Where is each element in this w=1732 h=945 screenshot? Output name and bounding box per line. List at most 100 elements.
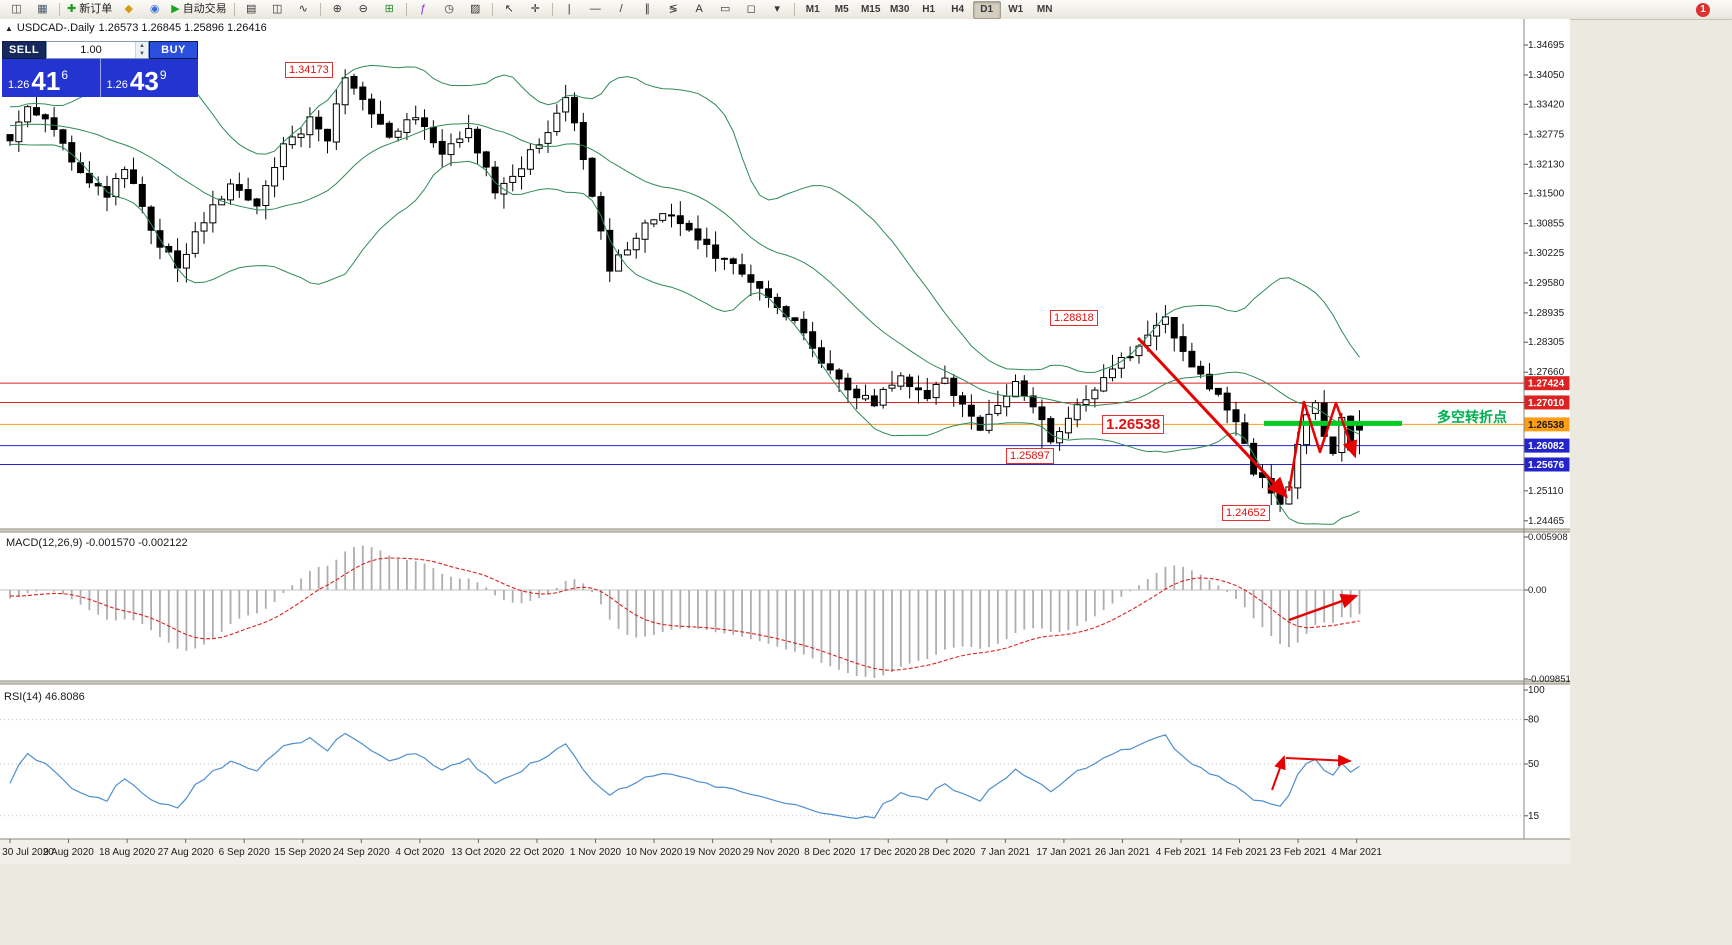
rsi-label: RSI(14) 46.8086 <box>4 691 85 703</box>
svg-text:14 Feb 2021: 14 Feb 2021 <box>1211 847 1268 858</box>
shapes-icon[interactable]: ◻ <box>739 0 764 19</box>
svg-text:24 Sep 2020: 24 Sep 2020 <box>333 847 390 858</box>
fibonacci-icon[interactable]: ≶ <box>661 0 686 19</box>
svg-text:1.26538: 1.26538 <box>1528 420 1565 431</box>
svg-text:1.28305: 1.28305 <box>1528 337 1565 348</box>
svg-text:1.28935: 1.28935 <box>1528 308 1565 319</box>
svg-text:-0.009851: -0.009851 <box>1528 674 1570 685</box>
timeframe-button-m1[interactable]: M1 <box>805 4 820 15</box>
timeframe-button-m15[interactable]: M15 <box>860 4 881 15</box>
timeframe-button-h4[interactable]: H4 <box>951 4 965 15</box>
volume-input[interactable]: 1.00 ▲ ▼ <box>46 41 149 59</box>
cursor-icon[interactable]: ↖ <box>497 0 522 19</box>
vertical-line-icon[interactable]: | <box>557 0 582 19</box>
svg-text:1 Nov 2020: 1 Nov 2020 <box>570 847 622 858</box>
new-order-button[interactable]: ✚ 新订单 <box>64 0 115 19</box>
svg-text:1.29580: 1.29580 <box>1528 278 1565 289</box>
svg-text:4 Feb 2021: 4 Feb 2021 <box>1156 847 1207 858</box>
svg-text:1.24465: 1.24465 <box>1528 516 1565 527</box>
horizontal-line-icon[interactable]: — <box>583 0 608 19</box>
svg-text:1.25676: 1.25676 <box>1528 460 1565 471</box>
svg-text:23 Feb 2021: 23 Feb 2021 <box>1270 847 1327 858</box>
timeframe-button-d1[interactable]: D1 <box>972 0 1001 19</box>
buy-button[interactable]: BUY <box>149 41 198 59</box>
toolbar-separator <box>793 3 795 16</box>
fibonacci-icon: ≶ <box>668 3 678 15</box>
svg-text:1.27424: 1.27424 <box>1528 379 1565 390</box>
vertical-line-icon: | <box>567 3 571 15</box>
periods-icon[interactable]: ◷ <box>437 0 462 19</box>
sell-button[interactable]: SELL <box>2 41 46 59</box>
chart-profiles-icon: ▦ <box>37 3 48 15</box>
svg-text:10 Nov 2020: 10 Nov 2020 <box>626 847 683 858</box>
svg-text:30 Jul 2020: 30 Jul 2020 <box>2 847 54 858</box>
chart-caption: ▲ USDCAD-.Daily 1.26573 1.26845 1.25896 … <box>5 22 267 34</box>
time-axis[interactable] <box>0 839 1570 864</box>
volume-value: 1.00 <box>80 44 102 56</box>
svg-text:80: 80 <box>1528 715 1540 726</box>
zoom-out-icon[interactable]: ⊖ <box>351 0 376 19</box>
buy-price-prefix: 1.26 <box>106 79 128 91</box>
mql5-icon: ◆ <box>124 3 133 15</box>
timeframe-button-w1[interactable]: W1 <box>1008 4 1024 15</box>
main-toolbar: ◫ ▦ ✚ 新订单 ◆ ◉ ▶ 自动交易 ▤ ◫ ∿ ⊕ ⊖ ⊞ ƒ ◷ ▨ ↖ ✛ | — / ∥ ≶ A ▭ ◻ ▾ M1 M5 M15… <box>0 0 1732 20</box>
mql5-icon[interactable]: ◆ <box>116 0 141 19</box>
text-icon[interactable]: A <box>687 0 712 19</box>
trendline-icon: / <box>619 3 623 15</box>
buy-price-display[interactable]: 1.26 43 9 <box>99 59 199 97</box>
chart-window[interactable]: 1.34695 1.34050 1.33420 1.32775 1.32130 1.315… <box>0 19 1570 864</box>
channel-icon[interactable]: ∥ <box>635 0 660 19</box>
trendline-icon[interactable]: / <box>609 0 634 19</box>
zoom-in-icon[interactable]: ⊕ <box>325 0 350 19</box>
chart-caption-symbol: USDCAD-.Daily <box>16 22 95 34</box>
sell-price-display[interactable]: 1.26 41 6 <box>2 59 100 97</box>
new-order-button: ✚ <box>67 3 77 15</box>
zoom-in-icon: ⊕ <box>332 3 342 15</box>
notification-badge[interactable]: 1 <box>1696 2 1710 17</box>
sell-price-big: 41 <box>31 66 61 96</box>
svg-text:8 Dec 2020: 8 Dec 2020 <box>804 847 856 858</box>
macd-histogram <box>9 545 1361 678</box>
one-click-collapse-icon[interactable]: ▲ <box>5 23 13 33</box>
timeframe-button-m5[interactable]: M5 <box>834 4 849 15</box>
label-icon[interactable]: ▭ <box>713 0 738 19</box>
indicators-icon[interactable]: ƒ <box>411 0 436 19</box>
templates-icon[interactable]: ▨ <box>463 0 488 19</box>
crosshair-icon[interactable]: ✛ <box>523 0 548 19</box>
shapes-dropdown-icon: ▾ <box>774 3 780 15</box>
bar-chart-icon: ▤ <box>245 3 257 15</box>
autotrade-button[interactable]: ▶ 自动交易 <box>168 0 229 19</box>
community-icon[interactable]: ◉ <box>142 0 167 19</box>
indicators-icon: ƒ <box>420 3 427 15</box>
svg-text:1.33420: 1.33420 <box>1528 99 1565 110</box>
svg-text:29 Nov 2020: 29 Nov 2020 <box>743 847 800 858</box>
svg-text:50: 50 <box>1528 759 1540 770</box>
svg-text:22 Oct 2020: 22 Oct 2020 <box>510 847 565 858</box>
line-chart-icon[interactable]: ∿ <box>291 0 316 19</box>
svg-text:1.34695: 1.34695 <box>1528 40 1565 51</box>
new-chart-icon[interactable]: ◫ <box>4 0 29 19</box>
timeframe-button-h1[interactable]: H1 <box>922 4 936 15</box>
horizontal-line-icon: — <box>589 3 601 15</box>
bar-chart-icon[interactable]: ▤ <box>239 0 264 19</box>
shapes-dropdown-icon[interactable]: ▾ <box>765 0 790 19</box>
volume-down-icon[interactable]: ▼ <box>136 50 148 58</box>
candlestick-chart-icon[interactable]: ◫ <box>265 0 290 19</box>
volume-up-icon[interactable]: ▲ <box>136 42 148 50</box>
toolbar-separator <box>319 3 321 16</box>
timeframe-button-mn[interactable]: MN <box>1036 4 1053 15</box>
svg-text:18 Aug 2020: 18 Aug 2020 <box>99 847 156 858</box>
buy-price-big: 43 <box>129 66 159 96</box>
timeframe-button-m30[interactable]: M30 <box>889 4 910 15</box>
svg-text:28 Dec 2020: 28 Dec 2020 <box>918 847 975 858</box>
candles <box>6 69 1363 513</box>
tile-windows-icon: ⊞ <box>384 3 394 15</box>
rsi-line <box>9 732 1360 820</box>
one-click-trading-panel: SELL 1.00 ▲ ▼ BUY 1.26 41 6 1.26 43 9 <box>2 41 198 97</box>
tile-windows-icon[interactable]: ⊞ <box>377 0 402 19</box>
templates-icon: ▨ <box>469 3 481 15</box>
toolbar-separator <box>491 3 493 16</box>
svg-text:0.005908: 0.005908 <box>1528 532 1568 543</box>
chart-profiles-icon[interactable]: ▦ <box>30 0 55 19</box>
